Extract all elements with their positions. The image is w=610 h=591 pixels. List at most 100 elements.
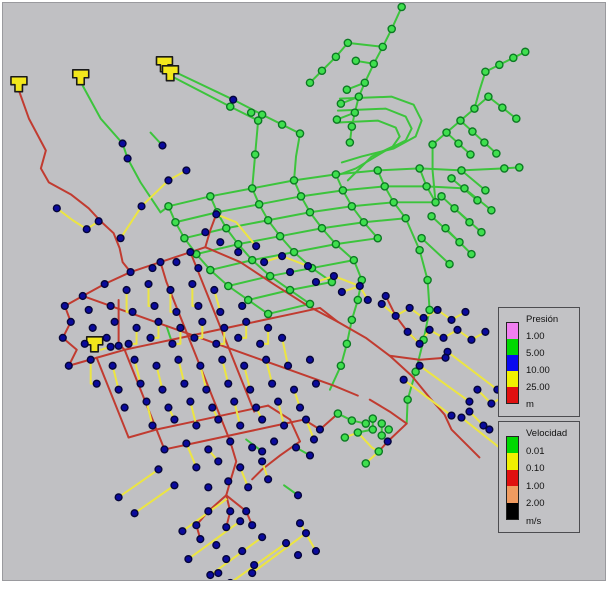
junction-node-green[interactable] <box>257 110 267 119</box>
junction-node-green[interactable] <box>431 198 440 207</box>
junction-node-blue[interactable] <box>487 399 496 408</box>
junction-node-blue[interactable] <box>164 176 173 185</box>
junction-node-blue[interactable] <box>184 554 193 564</box>
junction-node-blue[interactable] <box>196 361 205 370</box>
junction-node-blue[interactable] <box>66 317 75 326</box>
junction-node-blue[interactable] <box>238 547 247 556</box>
junction-node-green[interactable] <box>477 227 486 237</box>
junction-node-green[interactable] <box>317 66 327 76</box>
junction-node-green[interactable] <box>457 166 466 175</box>
junction-node-blue[interactable] <box>178 527 187 536</box>
junction-node-blue[interactable] <box>268 379 277 388</box>
junction-node-green[interactable] <box>442 128 451 137</box>
junction-node-green[interactable] <box>180 233 189 243</box>
junction-node-blue[interactable] <box>377 299 386 309</box>
junction-node-blue[interactable] <box>182 439 191 448</box>
junction-node-green[interactable] <box>347 416 357 425</box>
junction-node-blue[interactable] <box>242 317 251 326</box>
junction-node-blue[interactable] <box>110 317 119 326</box>
junction-node-blue[interactable] <box>154 317 163 326</box>
junction-node-green[interactable] <box>509 53 518 63</box>
junction-node-blue[interactable] <box>170 415 179 424</box>
junction-node-blue[interactable] <box>258 415 267 424</box>
tank-icon[interactable] <box>71 68 90 86</box>
junction-node-green[interactable] <box>247 184 257 193</box>
pipe[interactable] <box>459 119 498 155</box>
junction-node-green[interactable] <box>422 182 431 191</box>
junction-node-blue[interactable] <box>381 291 390 301</box>
network-map[interactable]: Presión 1.00 5.00 10.00 25.00 m Velocida… <box>2 2 606 581</box>
junction-node-blue[interactable] <box>132 323 141 332</box>
junction-node-green[interactable] <box>305 299 315 309</box>
junction-node-blue[interactable] <box>447 411 456 420</box>
junction-node-blue[interactable] <box>399 375 408 384</box>
junction-node-blue[interactable] <box>248 443 257 452</box>
pipe[interactable] <box>267 302 311 315</box>
junction-node-blue[interactable] <box>465 397 474 406</box>
junction-node-green[interactable] <box>331 170 341 179</box>
junction-node-blue[interactable] <box>120 403 129 412</box>
junction-node-blue[interactable] <box>485 425 494 434</box>
junction-node-green[interactable] <box>445 259 454 269</box>
pipe[interactable] <box>155 364 164 391</box>
junction-node-green[interactable] <box>289 176 299 185</box>
junction-node-green[interactable] <box>411 367 420 377</box>
junction-node-green[interactable] <box>373 166 383 175</box>
pipe[interactable] <box>230 542 288 580</box>
junction-node-green[interactable] <box>397 3 406 12</box>
junction-node-blue[interactable] <box>78 291 87 301</box>
junction-node-blue[interactable] <box>293 491 303 500</box>
junction-node-blue[interactable] <box>293 551 303 560</box>
junction-node-green[interactable] <box>378 42 388 52</box>
junction-node-green[interactable] <box>243 295 253 305</box>
junction-node-green[interactable] <box>415 164 424 173</box>
junction-node-blue[interactable] <box>252 403 261 412</box>
pipe[interactable] <box>308 41 349 84</box>
junction-node-green[interactable] <box>253 116 263 125</box>
junction-node-blue[interactable] <box>303 262 313 271</box>
junction-node-blue[interactable] <box>234 333 243 342</box>
junction-node-blue[interactable] <box>337 287 346 297</box>
junction-node-blue[interactable] <box>479 421 488 430</box>
pipe[interactable] <box>81 84 162 214</box>
pipe[interactable] <box>195 494 228 541</box>
pipe[interactable] <box>428 328 473 341</box>
junction-node-blue[interactable] <box>453 325 462 334</box>
pipe[interactable] <box>368 398 408 453</box>
junction-node-blue[interactable] <box>190 333 199 342</box>
junction-node-green[interactable] <box>389 198 398 207</box>
junction-node-blue[interactable] <box>214 568 223 578</box>
junction-node-blue[interactable] <box>311 379 321 388</box>
junction-node-blue[interactable] <box>128 307 137 317</box>
junction-node-blue[interactable] <box>391 311 400 321</box>
junction-node-green[interactable] <box>254 200 264 209</box>
junction-node-blue[interactable] <box>295 403 305 412</box>
junction-node-blue[interactable] <box>202 385 211 394</box>
junction-node-blue[interactable] <box>226 507 235 516</box>
junction-node-green[interactable] <box>447 174 456 183</box>
junction-node-green[interactable] <box>437 192 446 201</box>
junction-node-blue[interactable] <box>301 529 311 538</box>
junction-node-blue[interactable] <box>106 301 115 311</box>
junction-node-blue[interactable] <box>174 355 183 364</box>
junction-node-green[interactable] <box>336 99 346 108</box>
junction-node-blue[interactable] <box>214 415 223 424</box>
junction-node-green[interactable] <box>317 223 327 233</box>
pipe[interactable] <box>376 169 407 220</box>
junction-node-blue[interactable] <box>201 228 210 237</box>
junction-node-blue[interactable] <box>238 301 247 311</box>
pipe[interactable] <box>334 119 401 182</box>
junction-node-green[interactable] <box>384 425 394 434</box>
pipe[interactable] <box>336 107 413 176</box>
junction-node-blue[interactable] <box>279 421 289 430</box>
pipe[interactable] <box>181 498 228 533</box>
junction-node-blue[interactable] <box>170 481 179 490</box>
junction-node-green[interactable] <box>285 285 295 295</box>
junction-node-green[interactable] <box>361 459 371 468</box>
junction-node-blue[interactable] <box>240 361 249 370</box>
junction-node-blue[interactable] <box>250 560 259 570</box>
junction-node-blue[interactable] <box>146 333 155 342</box>
pipe[interactable] <box>199 364 208 391</box>
junction-node-green[interactable] <box>480 138 489 147</box>
junction-node-blue[interactable] <box>311 277 321 287</box>
